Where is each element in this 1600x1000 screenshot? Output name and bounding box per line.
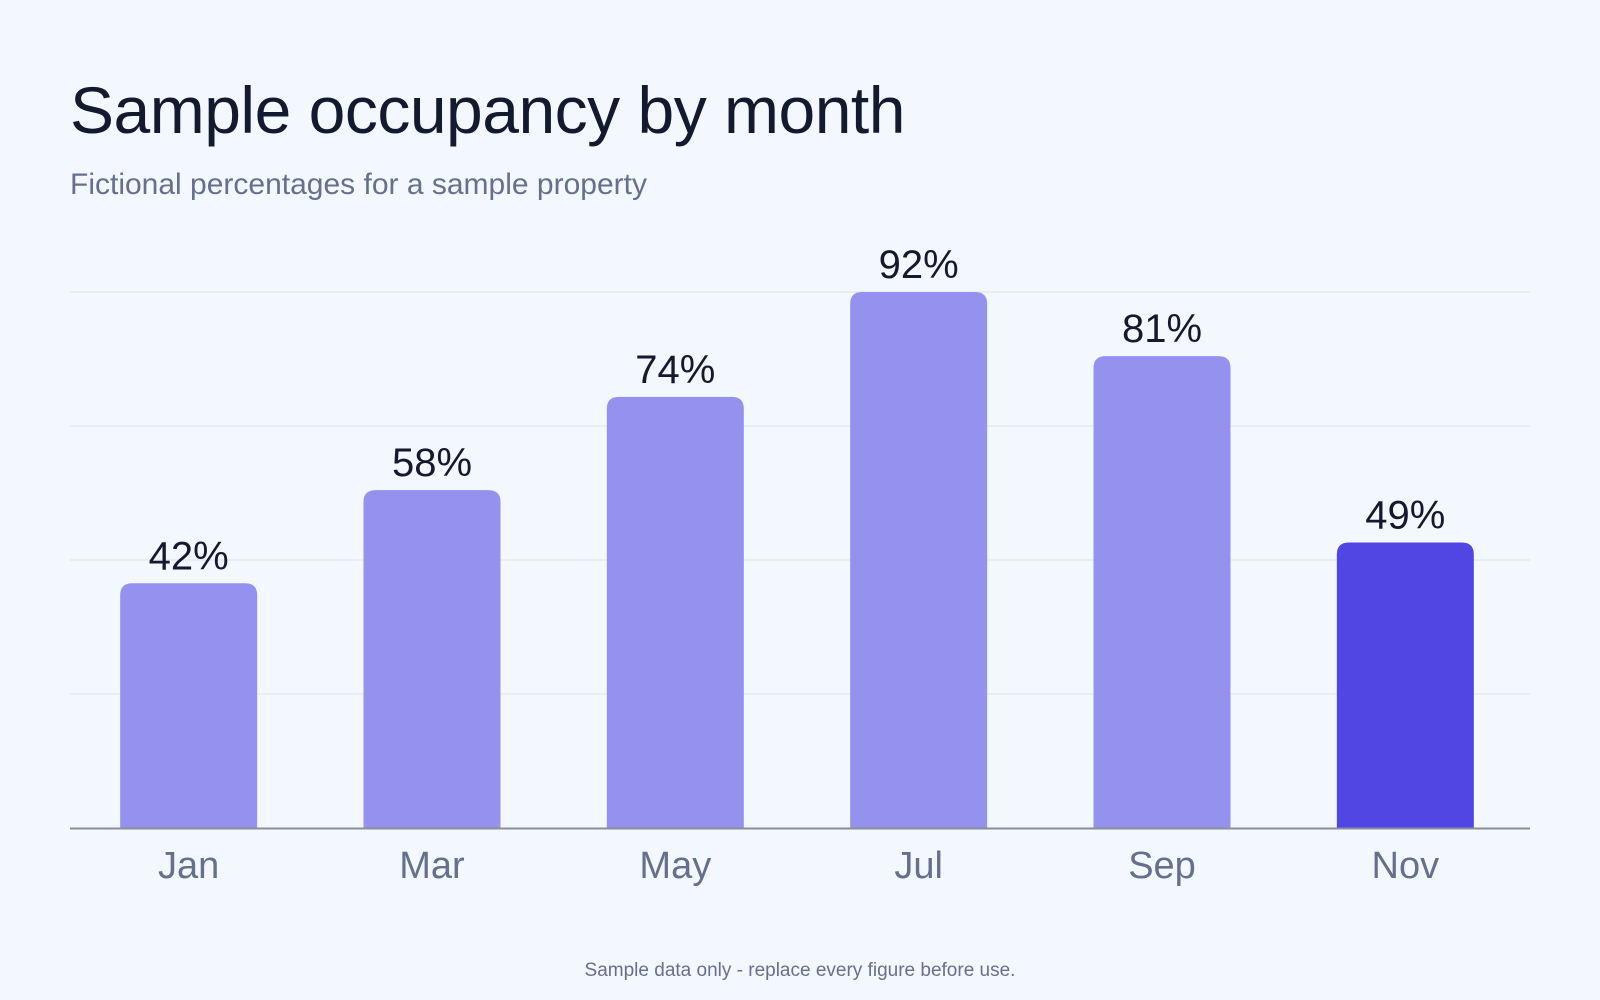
x-tick-jan: Jan <box>158 845 219 887</box>
bar-jul <box>850 292 988 828</box>
x-tick-may: May <box>639 845 711 887</box>
value-label-sep: 81% <box>1122 307 1202 351</box>
chart-title: Sample occupancy by month <box>70 73 905 147</box>
x-tick-nov: Nov <box>1372 845 1440 887</box>
bar-jan <box>120 583 258 828</box>
bar-may <box>606 396 744 828</box>
value-label-may: 74% <box>635 348 715 392</box>
bars <box>120 292 1474 828</box>
x-axis-ticks: Jan Mar May Jul Sep Nov <box>158 845 1439 887</box>
value-label-mar: 58% <box>392 441 472 485</box>
x-tick-sep: Sep <box>1128 845 1196 887</box>
x-tick-mar: Mar <box>399 845 465 887</box>
footnote: Sample data only - replace every figure … <box>584 960 1016 981</box>
bar-mar <box>363 490 501 828</box>
bar-nov <box>1336 542 1474 828</box>
value-labels: 42% 58% 74% 92% 81% 49% <box>149 243 1446 578</box>
value-label-jan: 42% <box>149 534 229 578</box>
bar-sep <box>1093 356 1231 828</box>
chart-subtitle: Fictional percentages for a sample prope… <box>70 168 647 201</box>
value-label-nov: 49% <box>1365 494 1445 538</box>
x-tick-jul: Jul <box>894 845 943 887</box>
value-label-jul: 92% <box>879 243 959 287</box>
gridlines <box>70 291 1530 695</box>
